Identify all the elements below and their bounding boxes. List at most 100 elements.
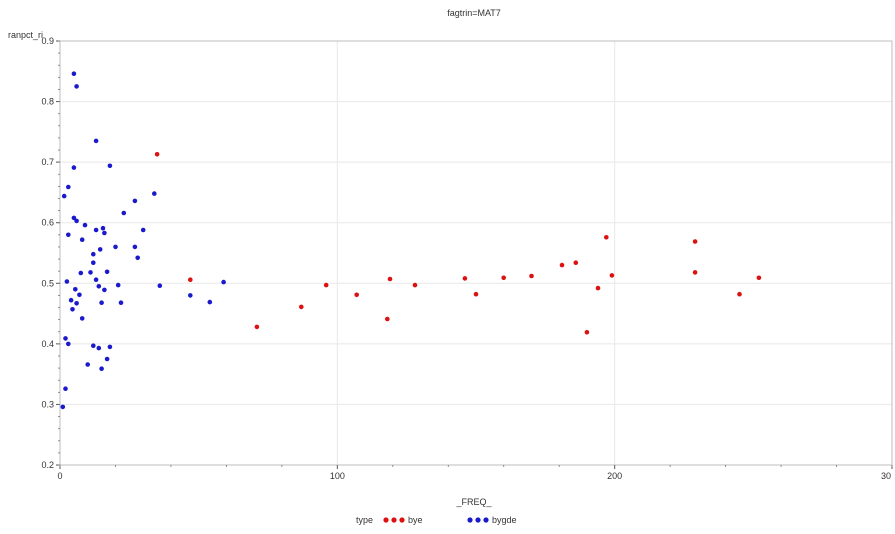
- data-point-bygde: [79, 316, 85, 321]
- y-tick-label: 0.6: [41, 218, 54, 228]
- data-point-bygde: [188, 293, 193, 298]
- data-point-bygde: [82, 222, 88, 228]
- data-point-bygde: [132, 198, 138, 204]
- data-point-bye: [501, 275, 507, 281]
- data-point-bygde: [99, 300, 104, 306]
- data-point-bye: [412, 282, 418, 288]
- data-point-bye: [323, 282, 329, 288]
- axis-ticks: 0.2 0.3 0.4 0.5 0.6 0.7 0.8 0.9 0 100 200 30: [41, 36, 893, 481]
- data-point-bye: [188, 277, 193, 283]
- data-point-bygde: [64, 279, 70, 284]
- data-point-bygde: [91, 343, 96, 349]
- data-point-bygde: [63, 336, 68, 341]
- data-point-bygde: [78, 270, 84, 276]
- x-tick-label: 100: [330, 471, 345, 481]
- data-point-bygde: [96, 284, 102, 289]
- x-tick-label: 0: [57, 471, 62, 481]
- data-point-bye: [473, 291, 479, 297]
- data-point-bye: [385, 316, 390, 322]
- data-point-bygde: [71, 71, 77, 76]
- data-point-bygde: [66, 341, 71, 347]
- data-point-bygde: [100, 225, 106, 231]
- data-point-bygde: [73, 287, 78, 292]
- data-point-bye: [692, 239, 698, 244]
- chart-title: fagtrin=MAT7: [447, 8, 501, 18]
- y-tick-label: 0.7: [41, 157, 54, 167]
- y-tick-label: 0.4: [41, 339, 54, 349]
- data-point-bygde: [74, 84, 79, 89]
- data-point-bygde: [60, 404, 66, 410]
- data-point-bygde: [93, 277, 99, 283]
- data-point-bye: [692, 270, 698, 275]
- data-point-bye: [609, 273, 615, 278]
- data-point-bygde: [71, 215, 77, 221]
- legend-marker-bygde: [475, 517, 481, 523]
- data-point-bye: [756, 275, 762, 281]
- x-axis-title: _FREQ_: [455, 497, 492, 507]
- x-tick-label: 200: [607, 471, 622, 481]
- data-point-bye: [254, 324, 260, 330]
- data-point-bye: [737, 291, 742, 297]
- data-point-bye: [559, 262, 565, 268]
- legend: type bye bygde: [356, 515, 517, 525]
- legend-marker-bye: [391, 517, 397, 523]
- data-point-bygde: [207, 299, 213, 305]
- y-tick-label: 0.3: [41, 399, 54, 409]
- legend-items: bye bygde: [383, 515, 517, 525]
- legend-label-bygde: bygde: [492, 515, 517, 525]
- y-tick-label: 0.2: [41, 460, 54, 470]
- data-point-bye: [462, 276, 468, 281]
- data-point-bygde: [61, 193, 67, 199]
- data-point-bygde: [63, 386, 68, 392]
- data-point-bye: [354, 292, 360, 298]
- data-point-bygde: [121, 210, 127, 216]
- data-point-bygde: [96, 345, 102, 351]
- data-point-bygde: [102, 230, 107, 236]
- data-point-bygde: [97, 247, 103, 252]
- data-point-bye: [387, 276, 393, 282]
- data-point-bygde: [77, 292, 82, 298]
- data-point-bygde: [102, 287, 107, 293]
- data-point-bygde: [104, 356, 110, 362]
- data-point-bygde: [221, 279, 226, 285]
- data-point-bygde: [118, 300, 124, 306]
- data-point-bygde: [74, 218, 79, 224]
- data-point-bygde: [91, 260, 96, 266]
- data-point-bygde: [104, 269, 110, 275]
- data-point-bygde: [66, 184, 71, 190]
- data-point-bygde: [152, 191, 157, 196]
- data-point-bygde: [70, 307, 75, 312]
- data-point-bygde: [157, 283, 163, 289]
- legend-marker-bye: [383, 517, 389, 523]
- gridlines: [60, 41, 892, 465]
- y-tick-label: 0.5: [41, 278, 54, 288]
- data-point-bye: [154, 152, 160, 157]
- data-point-bye: [299, 304, 304, 310]
- data-point-bygde: [71, 165, 77, 170]
- data-point-bygde: [79, 237, 85, 242]
- legend-marker-bygde: [467, 517, 473, 523]
- data-point-bygde: [99, 366, 104, 372]
- data-point-bygde: [88, 270, 93, 275]
- data-point-bygde: [107, 163, 113, 169]
- data-point-bygde: [93, 227, 99, 233]
- plot-area: [59, 40, 893, 466]
- data-point-bygde: [113, 244, 118, 250]
- data-point-bye: [529, 273, 534, 279]
- legend-title: type: [356, 515, 373, 525]
- data-point-bye: [584, 330, 590, 335]
- data-points: [60, 71, 762, 410]
- data-point-bygde: [74, 301, 79, 306]
- data-point-bygde: [93, 138, 99, 144]
- y-axis-title: ranpct_ri: [8, 30, 43, 40]
- legend-label-bye: bye: [408, 515, 423, 525]
- data-point-bygde: [91, 251, 96, 257]
- y-tick-label: 0.9: [41, 36, 54, 46]
- data-point-bygde: [115, 282, 121, 288]
- legend-marker-bygde: [483, 517, 489, 523]
- data-point-bygde: [140, 227, 146, 233]
- legend-marker-bye: [399, 517, 405, 523]
- data-point-bygde: [68, 297, 74, 303]
- data-point-bygde: [85, 362, 90, 367]
